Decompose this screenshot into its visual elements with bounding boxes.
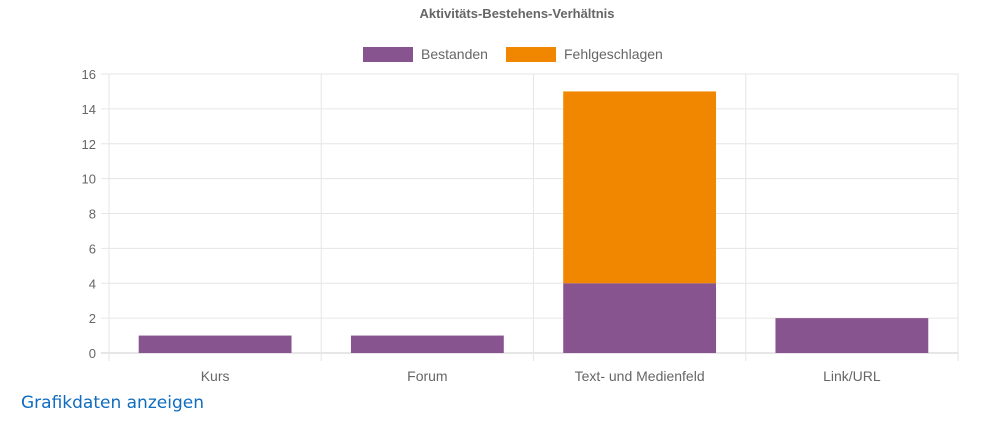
y-tick-label: 0 xyxy=(89,346,96,361)
y-tick-label: 6 xyxy=(89,241,96,256)
x-tick-label: Text- und Medienfeld xyxy=(575,368,705,384)
y-tick-label: 14 xyxy=(82,102,96,117)
legend: Bestanden Fehlgeschlagen xyxy=(363,46,663,62)
bar-fehlgeschlagen-3 xyxy=(563,91,717,284)
grid xyxy=(101,73,959,361)
stacked-bar-chart: Aktivitäts-Bestehens-Verhältnis Bestande… xyxy=(82,6,959,384)
x-tick-label: Kurs xyxy=(201,368,230,384)
y-tick-label: 8 xyxy=(89,207,96,222)
bar-bestanden-3 xyxy=(563,283,717,353)
y-tick-label: 10 xyxy=(82,172,96,187)
y-tick-label: 4 xyxy=(89,276,96,291)
legend-swatch-1 xyxy=(363,47,413,62)
bar-bestanden-1 xyxy=(138,335,292,353)
legend-swatch-2 xyxy=(506,47,556,62)
x-tick-label: Forum xyxy=(407,368,447,384)
legend-label-2: Fehlgeschlagen xyxy=(564,46,663,62)
bar-bestanden-4 xyxy=(775,318,929,353)
bar-bestanden-2 xyxy=(350,335,504,353)
chart-title: Aktivitäts-Bestehens-Verhältnis xyxy=(419,6,614,21)
show-chart-data-link[interactable]: Grafikdaten anzeigen xyxy=(21,393,204,413)
x-tick-label: Link/URL xyxy=(823,368,881,384)
y-tick-label: 12 xyxy=(82,137,96,152)
axes: 0 2 4 6 8 10 12 14 16 Kurs Forum Text- und Medienfe… xyxy=(82,67,881,384)
legend-label-1: Bestanden xyxy=(421,46,488,62)
bars xyxy=(138,91,929,353)
y-tick-label: 16 xyxy=(82,67,96,82)
y-tick-label: 2 xyxy=(89,311,96,326)
